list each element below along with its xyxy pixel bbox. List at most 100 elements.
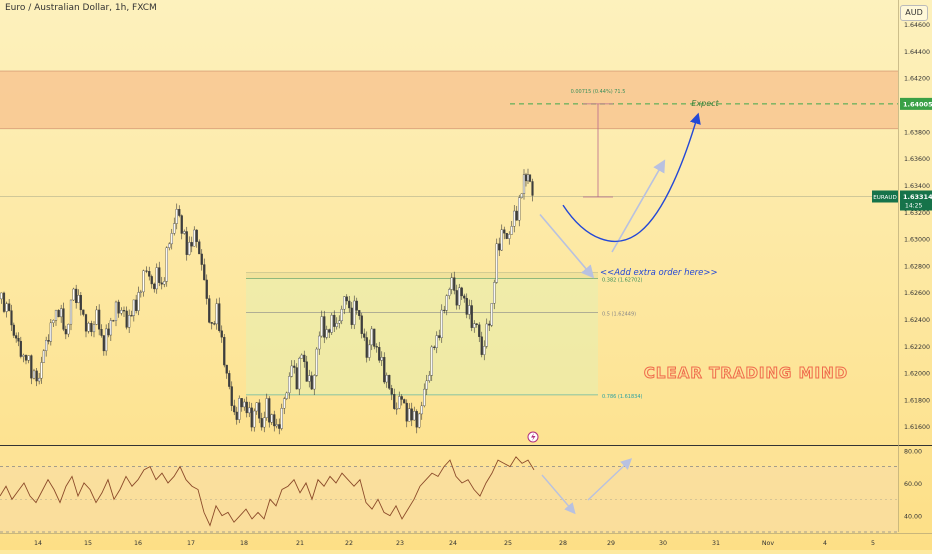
candle <box>98 309 101 330</box>
candle <box>54 309 58 321</box>
candle <box>345 296 348 302</box>
time-tick-label: 30 <box>659 540 667 547</box>
candle <box>378 347 381 361</box>
candle <box>408 408 411 422</box>
candle <box>200 253 203 265</box>
candle <box>42 350 45 363</box>
candle <box>460 287 463 297</box>
candle <box>12 324 15 336</box>
chart-title: Euro / Australian Dollar, 1h, FXCM <box>5 3 157 13</box>
candle <box>520 193 523 198</box>
time-tick-label: 31 <box>712 540 720 547</box>
candle <box>198 241 201 255</box>
candle <box>84 314 88 332</box>
time-tick-label: 14 <box>34 540 42 547</box>
time-tick-label: 28 <box>559 540 567 547</box>
candle <box>405 402 408 422</box>
time-tick-label: 17 <box>187 540 195 547</box>
candle <box>183 231 186 234</box>
candle <box>440 309 443 338</box>
candle <box>142 270 145 293</box>
candle <box>188 242 191 255</box>
candle <box>315 348 318 376</box>
price-tick-label: 1.64200 <box>904 76 930 83</box>
candle <box>463 295 466 299</box>
up-arrow <box>611 159 666 253</box>
price-tick-label: 1.62800 <box>904 263 930 270</box>
candle <box>137 292 140 311</box>
candle <box>22 354 25 357</box>
candle <box>77 295 80 303</box>
candle <box>49 322 52 342</box>
candle <box>430 346 433 376</box>
time-tick-label: 16 <box>134 540 142 547</box>
candle <box>268 398 271 423</box>
candle <box>205 279 208 299</box>
candle <box>62 308 65 330</box>
candle <box>203 264 206 281</box>
candle <box>353 300 356 325</box>
rsi-up-arrow <box>587 458 633 501</box>
candle <box>425 380 428 390</box>
candle <box>388 374 391 389</box>
candle <box>114 301 118 321</box>
fib-zone <box>246 278 598 395</box>
price-tick-label: 1.61800 <box>904 397 930 404</box>
candle <box>510 226 513 235</box>
candle <box>220 330 223 338</box>
candle <box>458 287 461 306</box>
candle <box>428 375 431 382</box>
candle <box>265 398 268 418</box>
fib-label: 0.382 (1.62702) <box>602 278 643 284</box>
candle <box>263 417 266 428</box>
candle <box>360 315 363 334</box>
candle <box>210 322 213 324</box>
candle <box>248 407 251 414</box>
candle <box>195 229 198 242</box>
candle <box>418 413 421 428</box>
candle <box>433 346 436 348</box>
candle <box>112 320 115 322</box>
candle <box>455 290 458 306</box>
candle <box>40 362 43 379</box>
candle <box>132 299 135 316</box>
candle <box>470 305 473 328</box>
candle <box>100 329 103 336</box>
candle <box>60 308 63 318</box>
down-arrow <box>539 213 595 279</box>
candle <box>47 340 50 342</box>
current-price-badge <box>900 190 932 211</box>
candle <box>168 243 171 248</box>
candle <box>475 323 478 325</box>
candle <box>105 328 108 352</box>
candle <box>148 271 151 277</box>
candle <box>17 337 20 342</box>
currency-selector[interactable]: AUD <box>900 5 928 21</box>
candle <box>193 229 196 247</box>
candle <box>32 370 36 379</box>
candle <box>513 210 516 227</box>
candle <box>410 408 413 421</box>
candle <box>375 346 378 348</box>
candle <box>153 283 156 290</box>
candle <box>230 386 233 406</box>
candle <box>82 309 85 315</box>
candle <box>303 354 306 362</box>
current-price-label: 1.63314 <box>903 193 932 201</box>
candle <box>122 310 126 312</box>
candle <box>270 414 273 423</box>
candle <box>285 392 288 399</box>
candle <box>488 323 491 326</box>
candle <box>363 333 366 338</box>
candle <box>150 276 153 285</box>
candle <box>223 336 226 366</box>
candle <box>38 377 41 382</box>
candle <box>139 291 142 293</box>
candle <box>253 410 256 428</box>
watermark-text: CLEAR TRADING MIND <box>644 364 848 382</box>
candle <box>30 355 33 379</box>
candle <box>365 337 368 358</box>
candle <box>245 401 248 414</box>
candle <box>238 398 241 420</box>
